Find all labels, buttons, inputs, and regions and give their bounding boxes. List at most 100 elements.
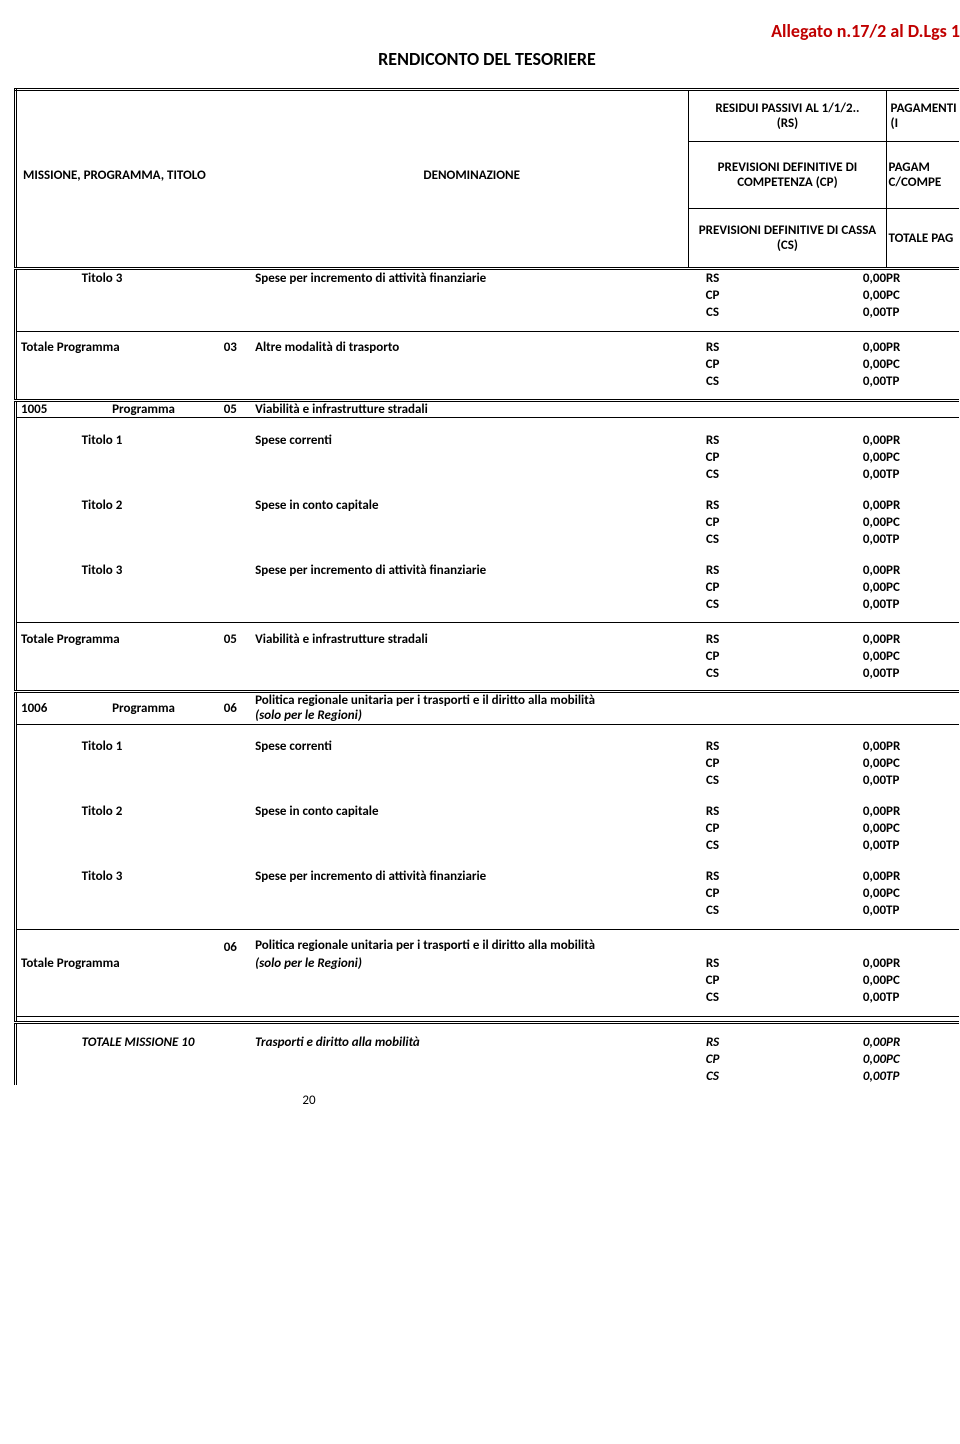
hdr-prev-comp: PREVISIONI DEFINITIVE DI COMPETENZA (CP) [689,142,886,209]
tag: PC [886,755,959,772]
desc-trasporti: Trasporti e diritto alla mobilità [255,1034,689,1051]
val: 0,00 [736,1068,886,1085]
code: CS [689,989,737,1006]
val: 0,00 [736,820,886,837]
desc-correnti: Spese correnti [255,738,689,755]
desc-incremento: Spese per incremento di attività finanzi… [255,269,689,288]
val: 0,00 [736,466,886,483]
code: CS [689,531,737,548]
hdr-missione: MISSIONE, PROGRAMMA, TITOLO [16,142,256,209]
code: CS [689,466,737,483]
desc-incremento: Spese per incremento di attività finanzi… [255,562,689,579]
tag: TP [886,665,959,682]
tag: TP [886,1068,959,1085]
code05: 05 [206,400,256,417]
titolo3-label: Titolo 3 [82,562,206,579]
val: 0,00 [736,596,886,613]
desc-viabilita: Viabilità e infrastrutture stradali [255,631,689,648]
val: 0,00 [736,1034,886,1051]
tag: TP [886,596,959,613]
hdr-prev-cassa: PREVISIONI DEFINITIVE DI CASSA (CS) [689,209,886,269]
tag: PC [886,449,959,466]
tag: PR [886,339,959,356]
code: RS [689,562,737,579]
tag: TP [886,373,959,390]
tag: PC [886,820,959,837]
val: 0,00 [736,497,886,514]
tag: PR [886,562,959,579]
main-table: RESIDUI PASSIVI AL 1/1/2.. (RS) PAGAMENT… [14,88,959,1085]
allegato-header: Allegato n.17/2 al D.Lgs 1 [14,20,960,42]
page-number: 20 [14,1093,604,1108]
val: 0,00 [736,304,886,321]
page-title: RENDICONTO DEL TESORIERE [14,48,960,70]
val: 0,00 [736,868,886,885]
val: 0,00 [736,269,886,288]
titolo3-label: Titolo 3 [82,269,206,288]
tag: PR [886,631,959,648]
val: 0,00 [736,648,886,665]
tot-prog: Totale Programma [16,937,206,972]
tag: PC [886,579,959,596]
tag: TP [886,837,959,854]
val: 0,00 [736,514,886,531]
code: CP [689,356,737,373]
val: 0,00 [736,531,886,548]
val: 0,00 [736,287,886,304]
code-rs: RS [689,269,737,288]
tag: PC [886,1051,959,1068]
tag: PC [886,885,959,902]
val: 0,00 [736,803,886,820]
programma-lbl: Programma [82,400,206,417]
tag: TP [886,989,959,1006]
code: CS [689,902,737,919]
val: 0,00 [736,955,886,973]
val: 0,00 [736,579,886,596]
tag: PC [886,514,959,531]
titolo1-label: Titolo 1 [82,738,206,755]
val: 0,00 [736,972,886,989]
tag: PR [886,497,959,514]
tag: PR [886,803,959,820]
code: CP [689,1051,737,1068]
desc-incremento: Spese per incremento di attività finanzi… [255,868,689,885]
tag: PR [886,432,959,449]
code05: 05 [206,631,256,648]
code06: 06 [206,937,256,972]
hdr-totale-pag: TOTALE PAG [886,209,959,269]
code: CS [689,837,737,854]
code1005: 1005 [16,400,82,417]
code: CS [689,596,737,613]
tag: PC [886,356,959,373]
val: 0,00 [736,772,886,789]
tag-pr: PR [886,269,959,288]
tag: TP [886,304,959,321]
titolo2-label: Titolo 2 [82,803,206,820]
code: CP [689,287,737,304]
tag: TP [886,531,959,548]
tag: PR [886,868,959,885]
hdr-residui: RESIDUI PASSIVI AL 1/1/2.. (RS) [689,90,886,142]
hdr-pagamenti: PAGAMENTI (I [886,90,959,142]
tag: PC [886,972,959,989]
hdr-denominazione: DENOMINAZIONE [255,142,689,209]
tag: PR [886,738,959,755]
code: CP [689,885,737,902]
code: CP [689,449,737,466]
code: RS [689,631,737,648]
val: 0,00 [736,755,886,772]
val: 0,00 [736,432,886,449]
code: RS [689,868,737,885]
tag: PC [886,287,959,304]
code: RS [689,955,737,973]
code: RS [689,738,737,755]
code1006: 1006 [16,692,82,724]
code: CP [689,755,737,772]
code: CS [689,304,737,321]
titolo2-label: Titolo 2 [82,497,206,514]
desc-conto: Spese in conto capitale [255,803,689,820]
code: CS [689,665,737,682]
hdr-pagam: PAGAM C/COMPE [886,142,959,209]
code03: 03 [206,339,256,356]
tot-missione: TOTALE MISSIONE 10 [82,1034,255,1051]
